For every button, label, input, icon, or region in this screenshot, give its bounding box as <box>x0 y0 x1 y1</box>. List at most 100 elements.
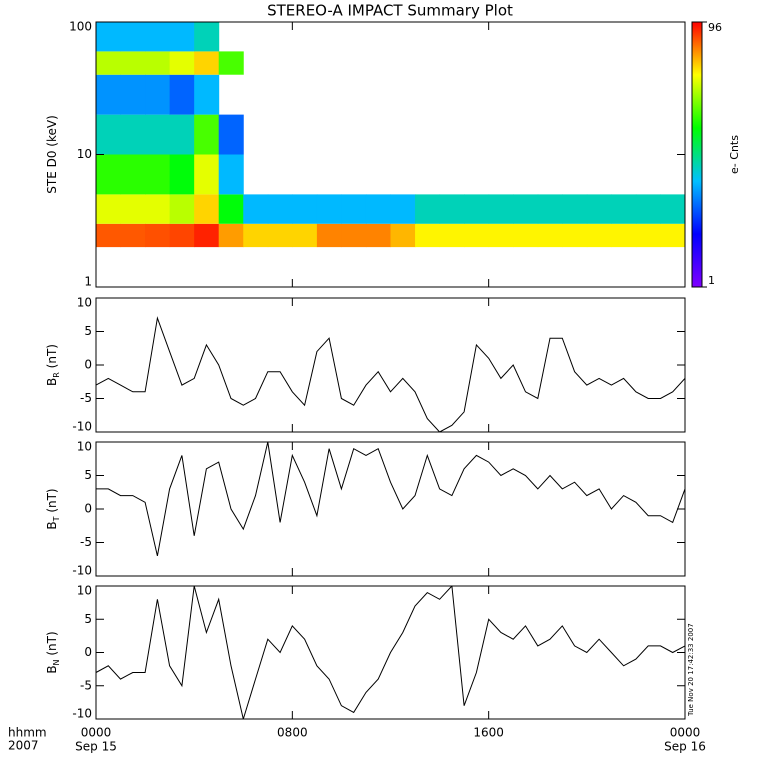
heat-cell <box>292 194 318 224</box>
y-axis-label-part: (nT) <box>45 488 59 516</box>
heat-cell <box>169 74 195 115</box>
heat-cell <box>292 223 318 248</box>
heat-cell <box>194 154 220 195</box>
y-axis-label: BT (nT) <box>45 488 62 529</box>
heat-cell <box>145 114 171 155</box>
heat-cell <box>96 114 122 155</box>
heat-cell <box>267 194 293 224</box>
colorbar <box>691 21 703 288</box>
heat-cell <box>415 223 441 248</box>
heat-cell <box>660 194 685 224</box>
y-axis-label-part: N <box>52 659 61 665</box>
y-tick-label: -5 <box>80 535 92 549</box>
heat-cell <box>145 74 171 115</box>
x-date-label: Sep 16 <box>664 740 706 754</box>
y-tick-label: 5 <box>84 324 92 338</box>
heat-cell <box>390 194 416 224</box>
plot-title: STEREO-A IMPACT Summary Plot <box>267 2 513 20</box>
heat-cell <box>464 223 490 248</box>
heat-cell <box>464 194 490 224</box>
heat-cell <box>513 194 539 224</box>
y-axis-label-part: R <box>52 372 61 378</box>
heat-cell <box>169 223 195 248</box>
x-tick-label: 0000 <box>81 726 112 740</box>
heat-cell <box>488 223 514 248</box>
heat-cell <box>218 194 244 224</box>
heat-cell <box>218 154 244 195</box>
heat-cell <box>120 74 146 115</box>
heat-cell <box>120 22 146 52</box>
heat-cell <box>120 194 146 224</box>
heat-cell <box>537 194 563 224</box>
heat-cell <box>120 223 146 248</box>
heat-cell <box>439 223 465 248</box>
y-tick-label: 10 <box>77 584 92 598</box>
y-tick-label: 10 <box>77 296 92 310</box>
heat-cell <box>218 223 244 248</box>
y-axis-label: STE D0 (keV) <box>45 115 59 194</box>
field-line <box>96 586 685 719</box>
y-tick-label: 5 <box>84 612 92 626</box>
y-axis-label-part: B <box>45 378 59 386</box>
y-axis-label-part: B <box>45 665 59 673</box>
heat-cell <box>365 194 391 224</box>
heat-cell <box>316 194 342 224</box>
heat-cell <box>218 51 244 75</box>
heat-cell <box>537 223 563 248</box>
heat-cell <box>660 223 685 248</box>
heat-cell <box>169 114 195 155</box>
heat-cell <box>145 223 171 248</box>
heat-cell <box>120 114 146 155</box>
y-tick-label: -5 <box>80 678 92 692</box>
time-axis-year: 2007 <box>8 739 39 753</box>
heat-cell <box>415 194 441 224</box>
heat-cell <box>145 51 171 75</box>
heat-cell <box>194 74 220 115</box>
panel-frame <box>95 441 686 577</box>
y-tick-label: -10 <box>72 420 92 434</box>
time-axis-label: hhmm <box>8 726 47 740</box>
field-line <box>96 316 685 432</box>
heat-cell <box>635 194 661 224</box>
heat-cell <box>96 223 122 248</box>
heat-cell <box>194 114 220 155</box>
heat-cell <box>586 194 612 224</box>
heat-cell <box>96 51 122 75</box>
y-axis-label-part: T <box>52 516 61 522</box>
heat-cell <box>488 194 514 224</box>
heat-cell <box>513 223 539 248</box>
x-tick-label: 0000 <box>670 726 701 740</box>
heat-cell <box>439 194 465 224</box>
y-axis-label-part: B <box>45 521 59 529</box>
y-tick-label: 0 <box>84 645 92 659</box>
colorbar-label: e- Cnts <box>728 135 741 174</box>
field-line <box>96 442 685 557</box>
y-tick-label: 10 <box>77 147 92 161</box>
heat-cell <box>194 22 220 52</box>
y-axis-label: BR (nT) <box>45 344 62 386</box>
heat-cell <box>96 74 122 115</box>
heat-cell <box>562 194 588 224</box>
heat-cell <box>243 223 269 248</box>
heat-cell <box>194 223 220 248</box>
heat-cell <box>390 223 416 248</box>
heat-cell <box>169 194 195 224</box>
heat-cell <box>218 114 244 155</box>
heat-cell <box>96 22 122 52</box>
heat-cell <box>169 154 195 195</box>
y-tick-label: 5 <box>84 468 92 482</box>
y-tick-label: 1 <box>84 275 92 289</box>
y-tick-label: 0 <box>84 358 92 372</box>
heat-cell <box>169 51 195 75</box>
heat-cell <box>611 223 637 248</box>
heat-cell <box>169 22 195 52</box>
y-axis-label-part: (nT) <box>45 344 59 372</box>
heat-cell <box>194 194 220 224</box>
heat-cell <box>562 223 588 248</box>
heat-cell <box>145 22 171 52</box>
colorbar-tick-label: 1 <box>708 274 715 287</box>
y-axis-label-part: STE D0 (keV) <box>45 115 59 194</box>
colorbar-tick-label: 96 <box>708 21 722 34</box>
y-tick-label: 10 <box>77 440 92 454</box>
y-tick-label: -10 <box>72 564 92 578</box>
